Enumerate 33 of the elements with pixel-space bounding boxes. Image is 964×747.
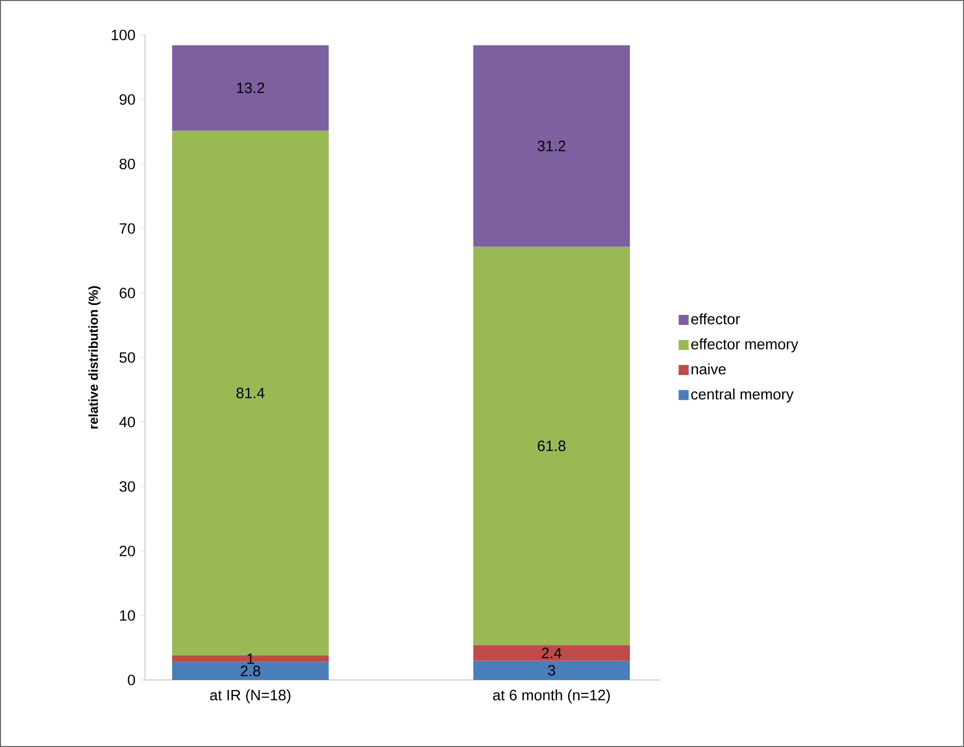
bar	[172, 45, 329, 130]
data-label: 31.2	[538, 140, 566, 152]
y-tick-label: 10	[120, 610, 135, 621]
x-tick-label: at 6 month (n=12)	[493, 689, 610, 704]
data-label: 3	[548, 665, 556, 676]
bar	[473, 645, 630, 661]
y-tick-label: 30	[120, 481, 135, 492]
legend-label: effector memory	[691, 338, 798, 352]
y-tick-label: 50	[120, 352, 135, 363]
legend-label: effector	[691, 313, 740, 324]
y-tick-label: 70	[120, 223, 135, 234]
y-tick-label: 100	[112, 30, 135, 40]
y-axis-title: relative distribution (%)	[88, 286, 100, 429]
bar	[172, 130, 329, 656]
y-tick-label: 60	[120, 288, 135, 298]
data-label: 61.8	[538, 440, 566, 452]
x-tick-label: at IR (N=18)	[210, 689, 290, 704]
y-tick-label: 20	[120, 546, 135, 556]
y-tick-label: 80	[120, 158, 135, 170]
data-label: 2.4	[542, 648, 562, 658]
data-label: 81.4	[236, 388, 265, 398]
y-tick-label: 90	[120, 94, 135, 105]
data-label: 1	[247, 654, 254, 664]
legend-label: central memory	[691, 388, 794, 402]
y-tick-label: 0	[128, 674, 135, 686]
bar	[172, 655, 329, 662]
bar	[473, 45, 630, 247]
bar	[473, 246, 630, 646]
bar	[473, 660, 630, 680]
y-tick-label: 40	[119, 416, 135, 428]
data-label: 13.2	[237, 82, 264, 94]
legend-label: naive	[692, 363, 726, 374]
data-label: 2.8	[240, 666, 260, 676]
